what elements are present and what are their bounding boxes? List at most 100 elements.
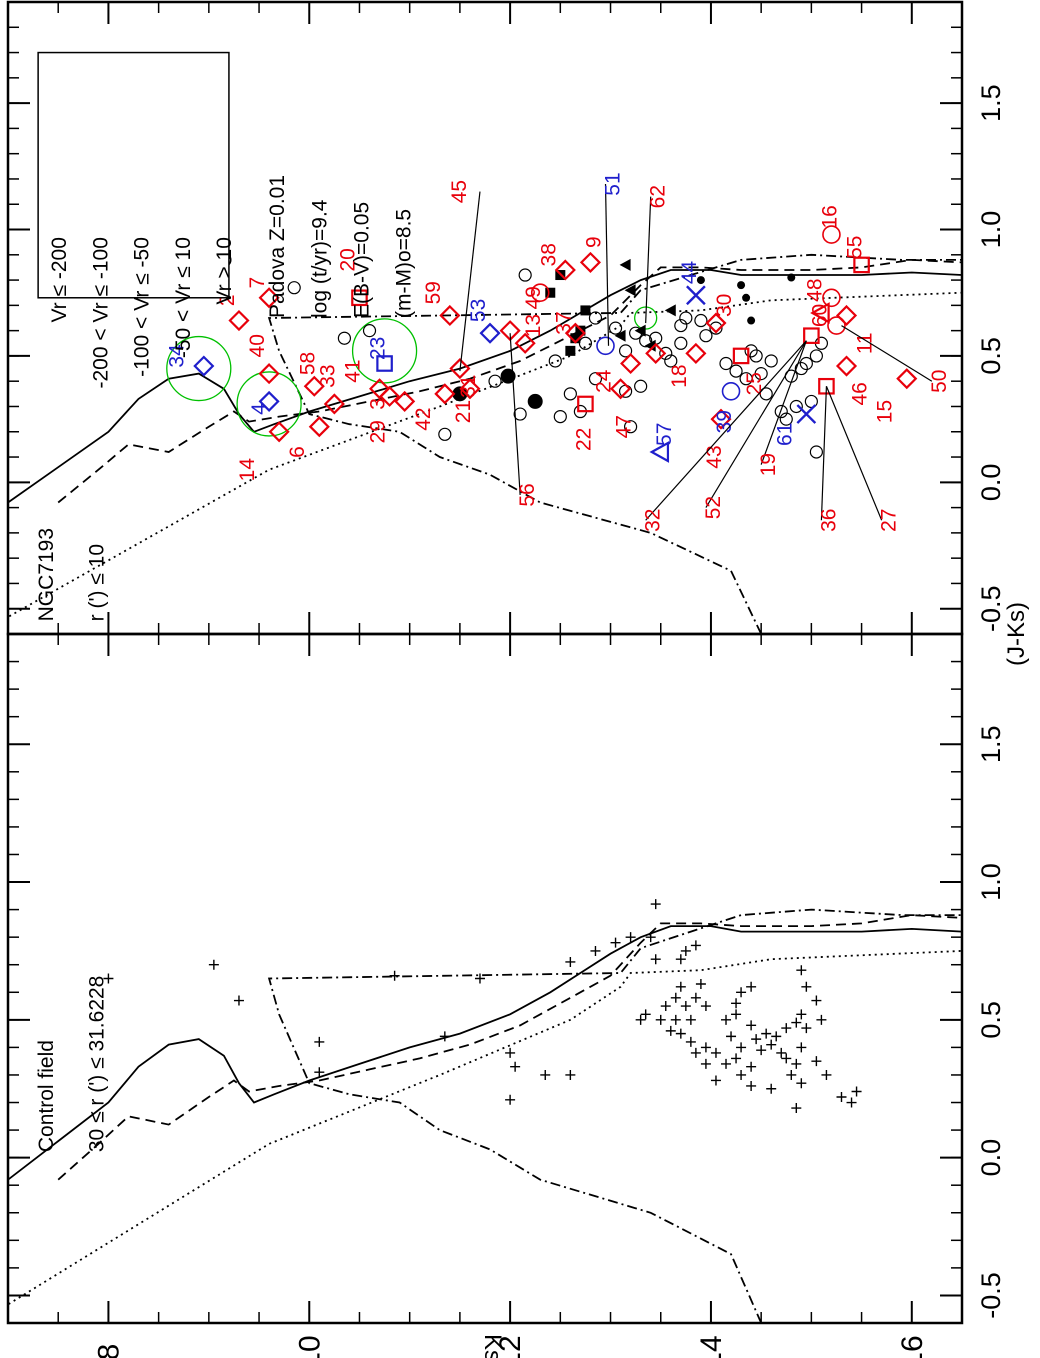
leader-label-50: 50 — [928, 370, 951, 393]
color-tick-label: 0.0 — [976, 1139, 1006, 1177]
star-label-30: 30 — [713, 294, 736, 317]
leader-label-56: 56 — [516, 483, 539, 506]
control-star-plus — [700, 1058, 711, 1069]
star-label-13: 13 — [522, 314, 545, 337]
star-25 — [732, 347, 750, 365]
star-label-34: 34 — [166, 344, 189, 368]
control-star-plus — [700, 1042, 711, 1053]
control-star-plus — [771, 1031, 782, 1042]
color-tick-label: 1.5 — [976, 84, 1006, 122]
highlight-circle — [634, 306, 658, 330]
control-star-plus — [675, 981, 686, 992]
star-label-15: 15 — [874, 400, 897, 423]
leader-line-45 — [459, 191, 481, 372]
star-label-38: 38 — [537, 243, 560, 266]
legend-label-4: Vr > 10 — [213, 237, 236, 305]
control-star-plus — [726, 1031, 737, 1042]
star-label-21: 21 — [452, 400, 475, 423]
color-tick-label: 0.5 — [976, 1001, 1006, 1039]
cluster-radius: r (') ≤ 10 — [85, 544, 108, 621]
control-panel-frame — [6, 0, 964, 636]
control-star-plus — [610, 937, 621, 948]
control-star-plus — [836, 1092, 847, 1103]
control-star-plus — [690, 992, 701, 1003]
control-star-plus — [710, 1047, 721, 1058]
color-tick-label: 0.0 — [976, 464, 1006, 502]
star-filled-triangle — [614, 329, 626, 342]
star-label-48: 48 — [803, 279, 826, 302]
leader-label-45: 45 — [448, 180, 471, 203]
star-61 — [796, 404, 817, 424]
control-star-plus — [680, 945, 691, 956]
isochrone-solid — [8, 925, 962, 1181]
legend-label-0: Vr ≤ -200 — [48, 237, 71, 322]
control-star-plus — [660, 1001, 671, 1012]
star-open-circle — [513, 407, 527, 421]
data-points — [50, 225, 918, 1114]
leader-label-51: 51 — [602, 172, 625, 195]
star-filled-triangle — [619, 258, 631, 271]
control-star-plus — [761, 1028, 772, 1039]
star-label-49: 49 — [522, 286, 545, 309]
star-label-2: 2 — [216, 294, 239, 306]
leader-label-36: 36 — [817, 509, 840, 532]
cluster-panel-frame — [6, 632, 964, 1325]
star-open-circle — [674, 336, 688, 350]
control-star-plus — [670, 992, 681, 1003]
control-star-plus — [846, 1097, 857, 1108]
model-text-1: log (t/yr)=9.4 — [308, 199, 331, 318]
star-open-circle — [744, 344, 758, 358]
star-big-dot — [527, 393, 543, 409]
control-star-plus — [736, 1069, 747, 1080]
star-53 — [479, 322, 501, 344]
leader-label-32: 32 — [642, 509, 665, 532]
isochrone-dashdot — [267, 253, 962, 634]
control-star-plus — [721, 1014, 732, 1025]
star-15 — [896, 368, 918, 390]
star-label-37: 37 — [552, 311, 575, 334]
star-34 — [193, 355, 215, 377]
control-star-plus — [781, 1053, 792, 1064]
control-star-plus — [791, 1017, 802, 1028]
star-23 — [376, 355, 393, 372]
control-star-plus — [816, 1014, 827, 1025]
control-star-plus — [746, 981, 757, 992]
control-star-plus — [821, 1069, 832, 1080]
star-47 — [610, 378, 632, 400]
star-21 — [459, 378, 481, 400]
control-star-plus — [751, 1034, 762, 1045]
star-label-53: 53 — [467, 299, 490, 322]
star-31 — [449, 358, 471, 380]
star-label-31: 31 — [457, 375, 480, 398]
control-star-plus — [736, 1042, 747, 1053]
star-filled-triangle — [624, 284, 636, 297]
star-18 — [685, 342, 707, 364]
color-tick-label: 1.5 — [976, 725, 1006, 763]
control-star-plus — [565, 956, 576, 967]
star-label-43: 43 — [703, 445, 726, 468]
star-open-circle — [759, 387, 773, 401]
star-open-circle — [518, 268, 532, 282]
star-38 — [554, 259, 576, 281]
star-open-circle — [739, 372, 753, 386]
star-open-circle — [719, 356, 733, 371]
control-star-plus — [731, 1053, 742, 1064]
control-star-plus — [650, 899, 661, 910]
leader-line-19 — [760, 340, 807, 465]
leader-label-62: 62 — [647, 185, 670, 208]
star-label-44: 44 — [678, 260, 701, 284]
control-star-plus — [781, 1023, 792, 1034]
star-16 — [822, 225, 841, 244]
control-star-plus — [786, 1069, 797, 1080]
control-star-plus — [851, 1086, 862, 1097]
star-label-55: 55 — [844, 236, 867, 259]
control-star-plus — [389, 970, 400, 981]
control-title: Control field — [35, 1040, 58, 1152]
control-star-plus — [746, 1020, 757, 1031]
star-r1 — [530, 283, 550, 303]
star-29 — [394, 390, 416, 412]
star-label-47: 47 — [613, 415, 636, 438]
isochrone-dashed — [57, 914, 962, 1181]
star-label-46: 46 — [849, 382, 872, 405]
